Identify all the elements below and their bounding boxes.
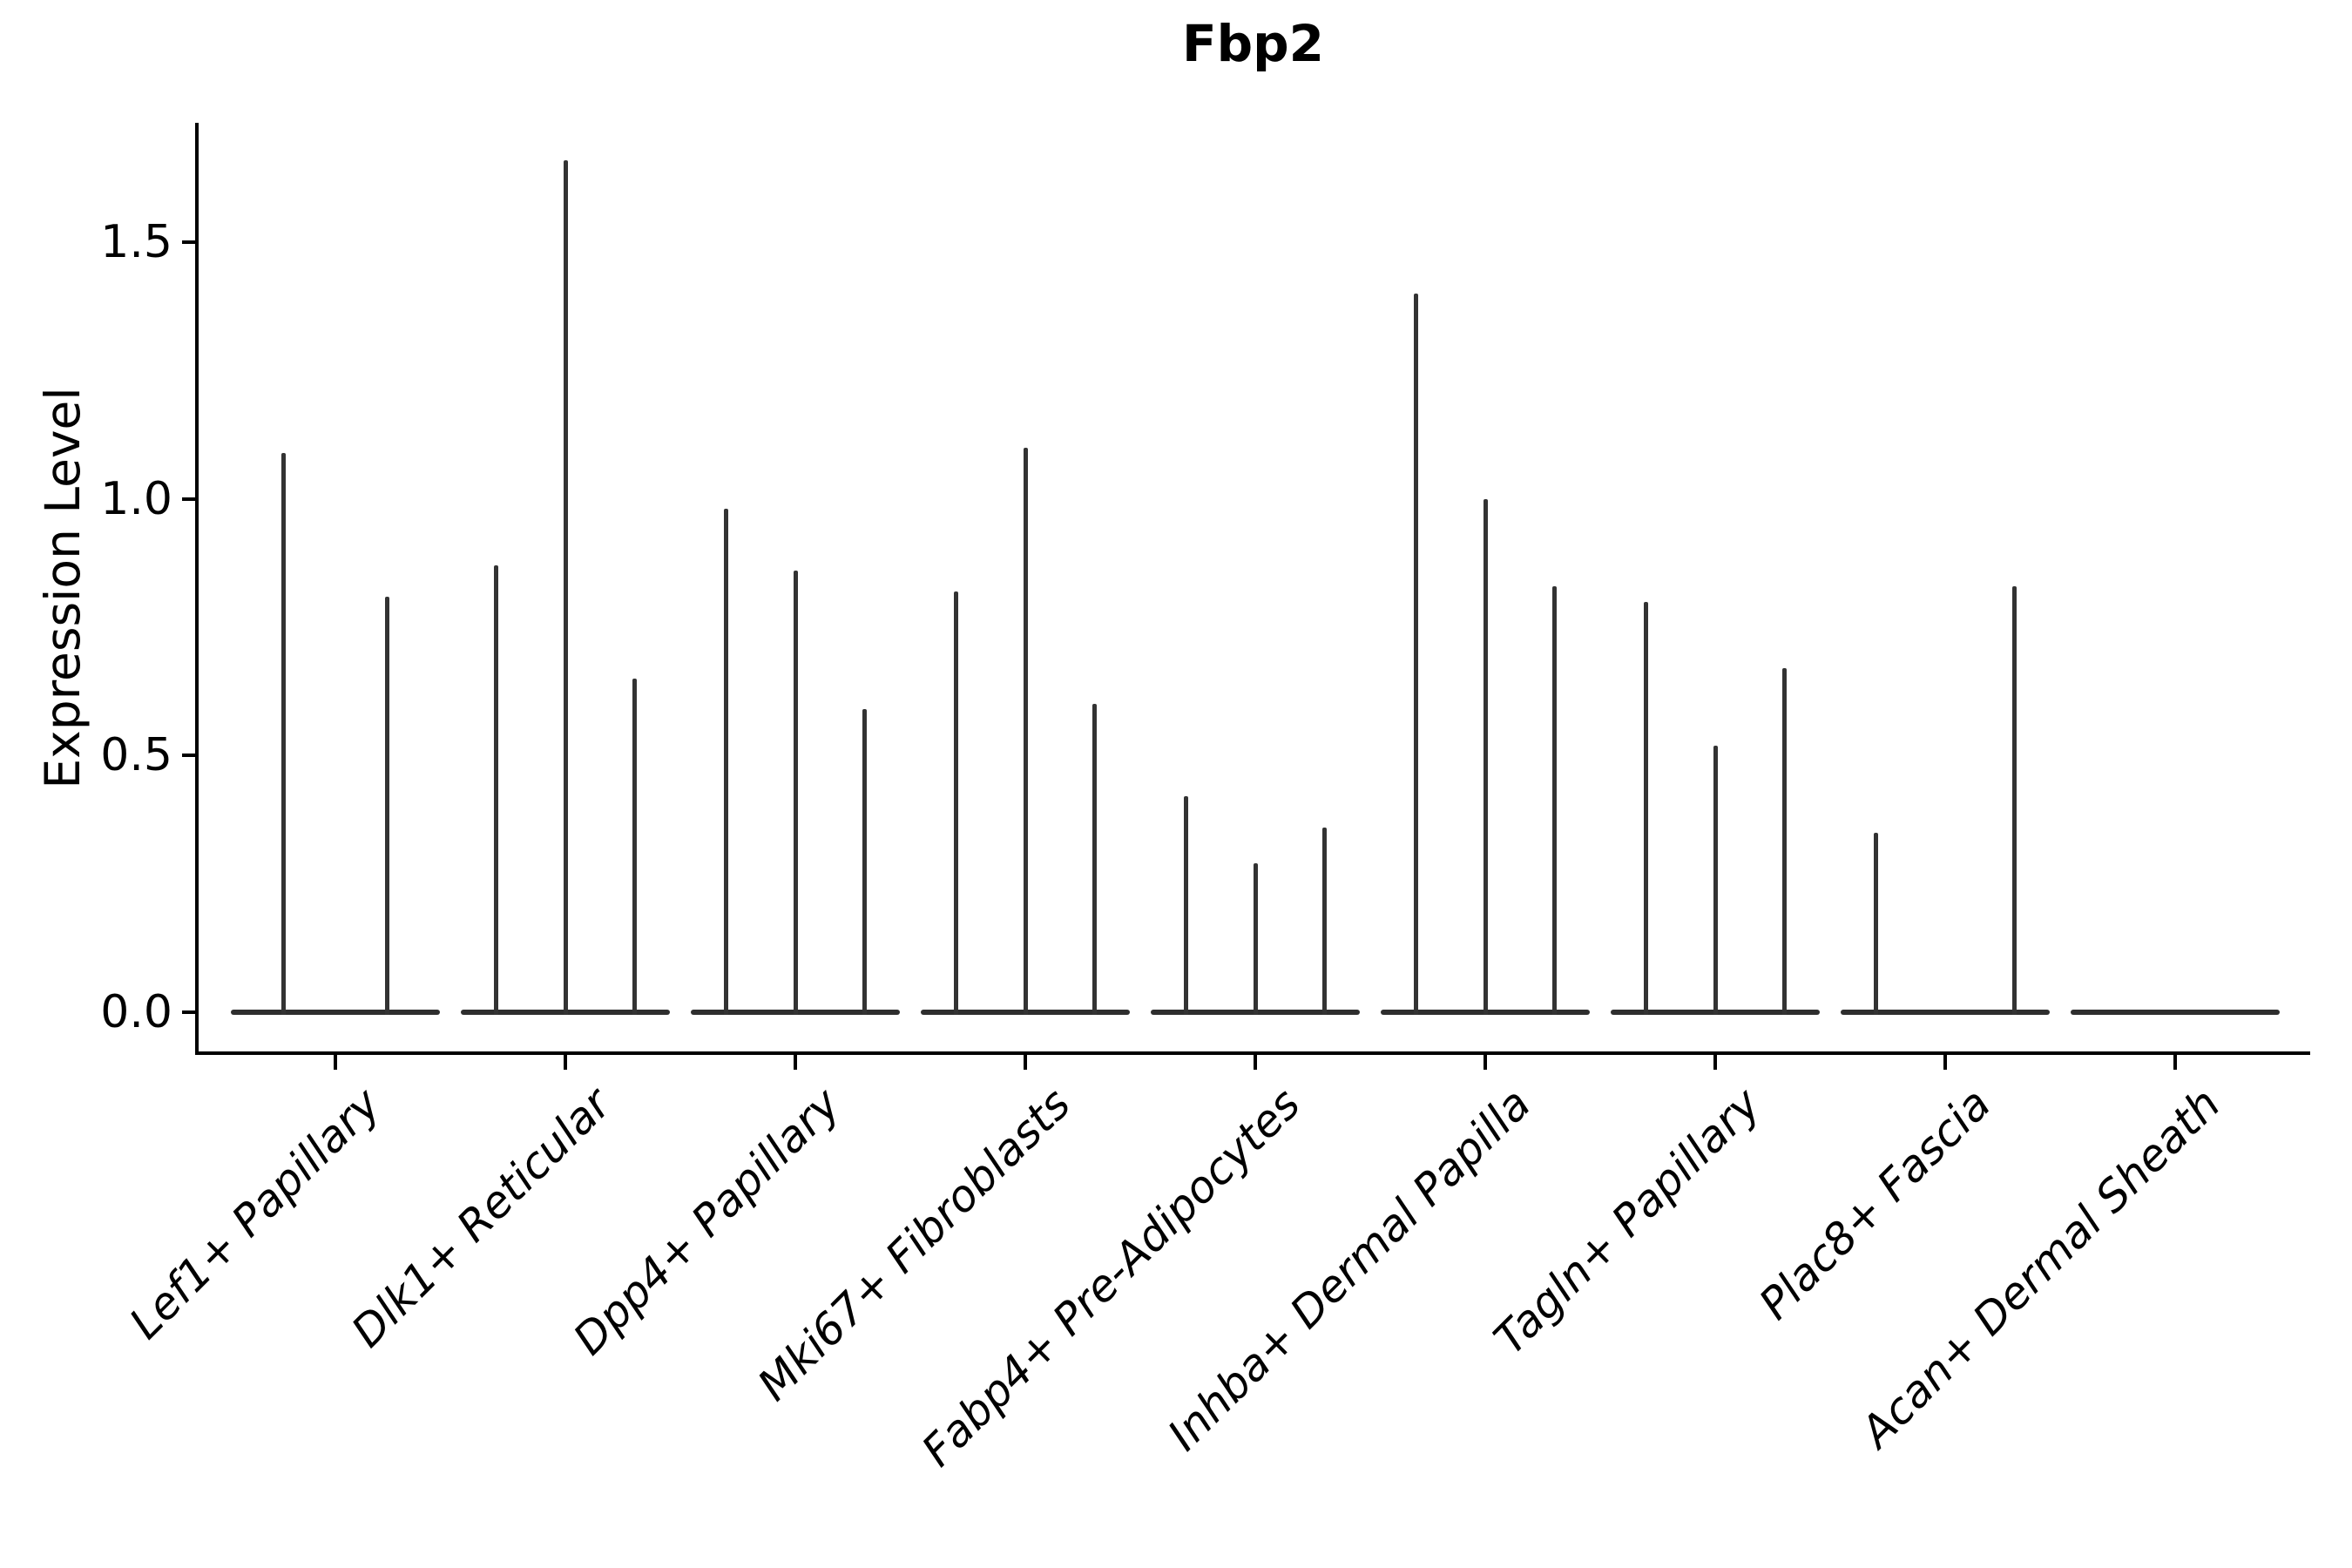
y-tick [182, 1010, 196, 1014]
violin-spike [563, 159, 568, 1015]
violin-spike [1713, 745, 1718, 1015]
violin-spike [793, 571, 798, 1015]
violin-baseline [1841, 1010, 2050, 1015]
x-category-label: Fabp4+ Pre-Adipocytes [912, 1078, 1311, 1477]
violin-spike [281, 452, 287, 1015]
x-tick [1943, 1055, 1947, 1070]
violin-spike [1874, 832, 1879, 1015]
violin-spike [494, 565, 499, 1015]
violin-spike [1781, 668, 1787, 1015]
violin-spike [1092, 704, 1097, 1015]
x-tick [1713, 1055, 1717, 1070]
violin-spike [1644, 601, 1649, 1015]
y-tick [182, 754, 196, 758]
y-tick [182, 240, 196, 245]
x-tick [1024, 1055, 1027, 1070]
x-tick [1484, 1055, 1487, 1070]
y-tick-label: 1.5 [100, 216, 172, 269]
y-tick [182, 497, 196, 501]
x-tick [564, 1055, 567, 1070]
violin-spike [1321, 827, 1327, 1015]
y-axis-spine [195, 123, 199, 1055]
x-category-label: Plac8+ Fascia [1749, 1078, 2001, 1329]
violin-spike [1184, 796, 1189, 1015]
x-tick [2173, 1055, 2177, 1070]
x-tick [1254, 1055, 1257, 1070]
violin-spike [1253, 863, 1258, 1015]
violin-spike [724, 509, 729, 1015]
y-tick-label: 1.0 [100, 472, 172, 525]
violin-spike [384, 596, 389, 1015]
x-category-label: Lef1+ Papillary [119, 1078, 391, 1349]
y-tick-label: 0.5 [100, 729, 172, 782]
violin-spike [954, 591, 959, 1015]
x-axis-spine [195, 1051, 2310, 1055]
violin-baseline [2071, 1010, 2280, 1015]
violin-spike [1483, 498, 1488, 1015]
violin-spike [1414, 293, 1419, 1015]
plot-title: Fbp2 [1181, 14, 1324, 73]
violin-spike [862, 709, 867, 1015]
violin-spike [632, 678, 637, 1015]
violin-baseline [231, 1010, 440, 1015]
x-tick [334, 1055, 337, 1070]
x-tick [794, 1055, 797, 1070]
y-tick-label: 0.0 [100, 986, 172, 1038]
violin-spike [1551, 585, 1557, 1015]
violin-spike [1023, 447, 1028, 1015]
violin-spike [2011, 585, 2017, 1015]
